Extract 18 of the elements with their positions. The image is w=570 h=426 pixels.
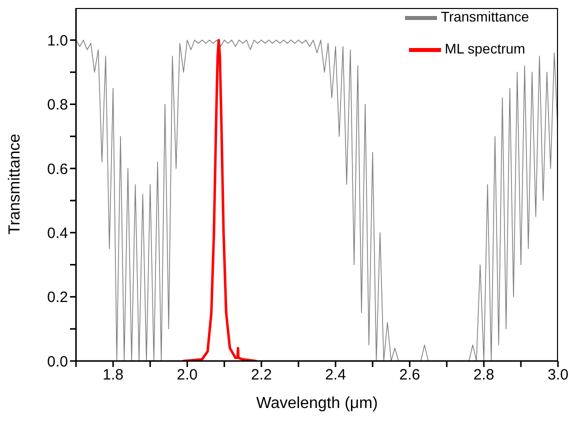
- x-tick-label: 3.0: [548, 366, 568, 384]
- y-tick-label: 0.4: [47, 224, 68, 242]
- line-series: [182, 38, 258, 361]
- y-tick-label: 0.0: [47, 353, 68, 370]
- y-tick-label: 0.6: [47, 160, 68, 178]
- x-tick-label: 2.6: [399, 366, 420, 384]
- y-tick-label: 0.8: [47, 96, 68, 114]
- x-tick-label: 2.4: [325, 366, 346, 384]
- y-axis-title: Transmittance: [6, 134, 24, 234]
- x-tick-label: 1.8: [102, 366, 124, 384]
- x-tick-label: 2.8: [473, 366, 494, 384]
- x-tick-label: 2.0: [176, 366, 198, 384]
- x-axis-title: Wavelength (μm): [256, 395, 378, 412]
- y-tick-label: 1.0: [47, 32, 68, 50]
- x-tick-label: 2.2: [250, 366, 272, 384]
- y-tick-label: 0.2: [47, 289, 68, 306]
- legend-label: Transmittance: [440, 8, 530, 25]
- legend-label: ML spectrum: [444, 40, 526, 57]
